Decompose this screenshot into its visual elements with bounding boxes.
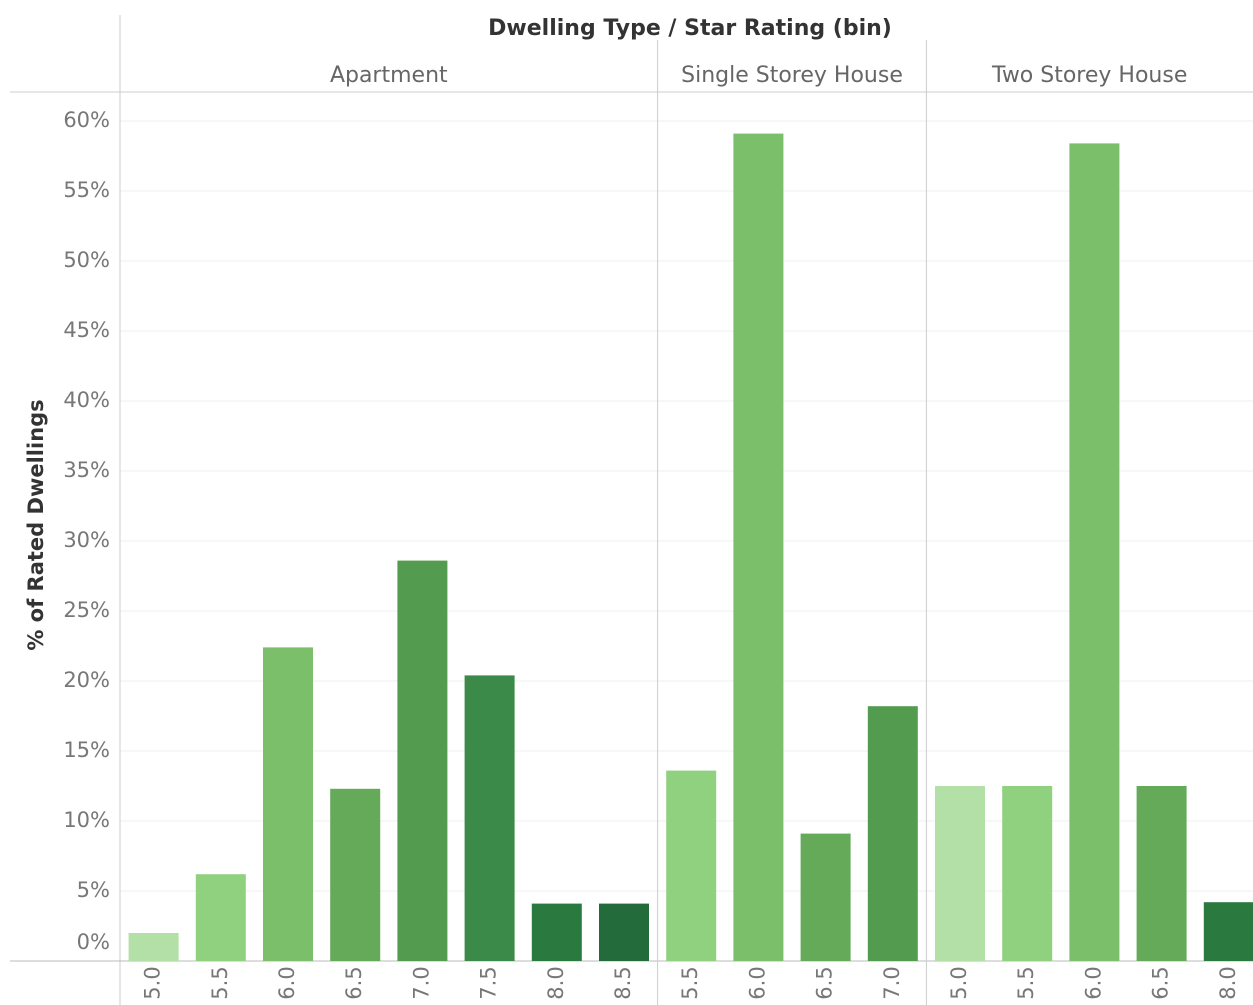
bar [464,675,515,961]
y-tick-label: 0% [77,930,110,954]
chart-title: Dwelling Type / Star Rating (bin) [488,16,892,41]
y-tick-label: 40% [63,388,110,412]
bar [1203,902,1253,961]
bar [800,833,851,961]
y-tick-label: 30% [63,528,110,552]
y-tick-label: 10% [63,808,110,832]
bar [1069,143,1120,961]
x-tick-label: 6.5 [342,966,366,999]
x-tick-label: 7.0 [880,966,904,999]
y-tick-label: 25% [63,598,110,622]
y-tick-label: 45% [63,318,110,342]
x-tick-label: 6.0 [275,966,299,999]
bar [263,647,313,961]
bar [935,786,985,961]
bar [397,560,448,961]
x-tick-label: 6.0 [1081,966,1105,999]
bar [531,903,582,961]
x-tick-label: 5.5 [1014,966,1038,999]
x-tick-label: 8.0 [544,966,568,999]
bar [666,770,717,961]
bar [330,788,381,961]
bar [1002,786,1053,961]
x-tick-label: 7.0 [409,966,433,999]
y-tick-label: 20% [63,668,110,692]
bar [195,874,246,961]
x-tick-label: 5.5 [678,966,702,999]
x-tick-label: 8.0 [1216,966,1240,999]
x-tick-label: 6.0 [745,966,769,999]
y-tick-label: 60% [63,108,110,132]
y-tick-label: 50% [63,248,110,272]
x-tick-label: 8.5 [611,966,635,999]
y-axis-label: % of Rated Dwellings [24,399,48,650]
x-tick-label: 7.5 [477,966,501,999]
x-tick-label: 5.0 [141,966,165,999]
panel-header: Two Storey House [991,63,1187,88]
x-tick-label: 5.0 [947,966,971,999]
bar [733,133,784,962]
panel-header: Single Storey House [681,63,903,88]
y-tick-label: 35% [63,458,110,482]
panel-header: Apartment [330,63,448,88]
bar [128,933,179,961]
x-tick-label: 5.5 [208,966,232,999]
x-tick-label: 6.5 [813,966,837,999]
y-tick-label: 15% [63,738,110,762]
y-tick-label: 55% [63,178,110,202]
bar [599,903,649,961]
bar [867,706,918,961]
bar [1136,786,1187,961]
x-tick-label: 6.5 [1149,966,1173,999]
y-tick-label: 5% [77,878,110,902]
